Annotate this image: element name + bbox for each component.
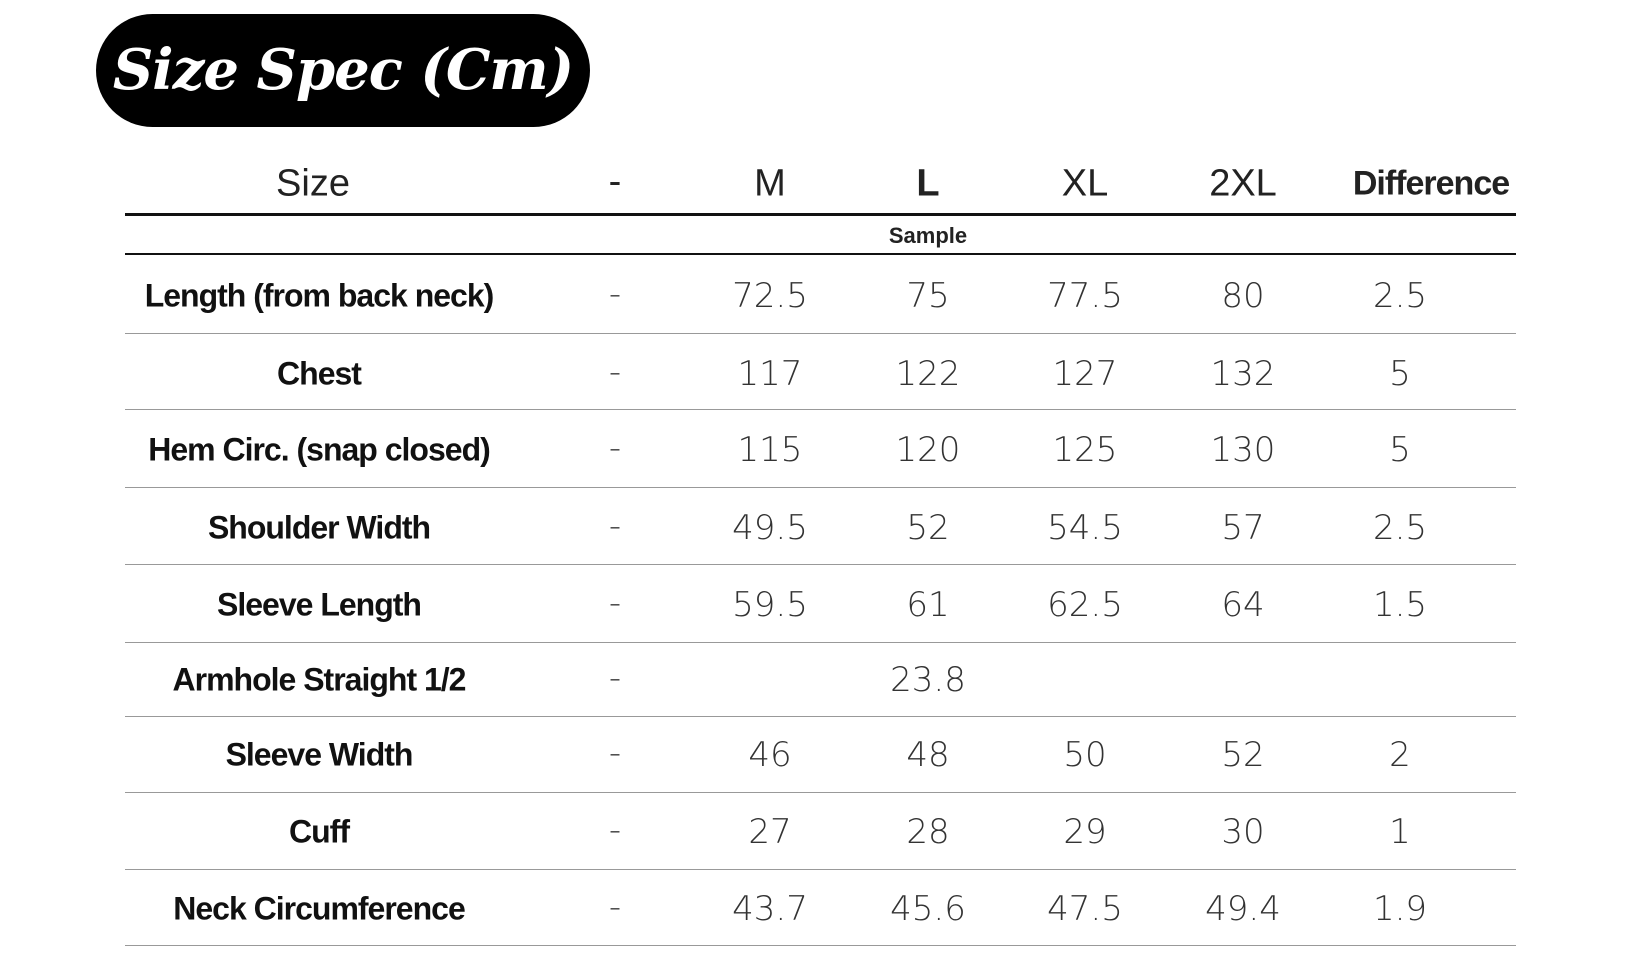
cell-value: 1 (1389, 812, 1411, 852)
header-sep: - (608, 160, 622, 203)
row-rule (125, 333, 1516, 334)
row-label: Sleeve Width (225, 736, 414, 773)
row-sep: - (608, 583, 622, 623)
cell-value: 75 (906, 276, 950, 316)
cell-value: 59.5 (732, 585, 808, 625)
row-sep: - (608, 506, 622, 546)
cell-value: 2 (1389, 735, 1411, 775)
cell-value: 72.5 (732, 276, 808, 316)
sample-rule (125, 253, 1516, 255)
cell-value: 125 (1052, 430, 1118, 470)
row-rule (125, 792, 1516, 793)
row-rule (125, 716, 1516, 717)
row-label: Cuff (289, 813, 350, 850)
cell-value: 47.5 (1047, 889, 1123, 929)
cell-value: 122 (895, 354, 961, 394)
cell-value: 120 (895, 430, 961, 470)
title-badge: Size Spec (Cm) (96, 14, 590, 127)
row-sep: - (608, 733, 622, 773)
cell-value: 117 (737, 354, 803, 394)
cell-value: 1.5 (1372, 585, 1428, 625)
cell-value: 48 (906, 735, 950, 775)
header-column: L (916, 162, 940, 205)
row-sep: - (608, 658, 622, 698)
row-rule (125, 642, 1516, 643)
row-label: Shoulder Width (207, 509, 431, 546)
cell-value: 127 (1052, 354, 1118, 394)
cell-value: 1.9 (1372, 889, 1428, 929)
cell-value: 54.5 (1047, 508, 1123, 548)
header-column: 2XL (1209, 162, 1277, 205)
row-label: Chest (277, 355, 362, 392)
cell-value: 30 (1221, 812, 1265, 852)
row-rule (125, 487, 1516, 488)
cell-value: 5 (1389, 354, 1411, 394)
row-rule (125, 869, 1516, 870)
header-column: M (754, 162, 786, 205)
cell-value: 62.5 (1047, 585, 1123, 625)
cell-value: 23.8 (890, 660, 966, 700)
cell-value: 43.7 (732, 889, 808, 929)
cell-value: 77.5 (1047, 276, 1123, 316)
row-sep: - (608, 352, 622, 392)
header-column: XL (1061, 162, 1109, 205)
cell-value: 64 (1221, 585, 1265, 625)
cell-value: 45.6 (890, 889, 966, 929)
cell-value: 52 (1221, 735, 1265, 775)
cell-value: 57 (1221, 508, 1265, 548)
cell-value: 29 (1063, 812, 1107, 852)
cell-value: 28 (906, 812, 950, 852)
row-rule (125, 409, 1516, 410)
cell-value: 27 (748, 812, 792, 852)
cell-value: 49.5 (732, 508, 808, 548)
row-label: Hem Circ. (snap closed) (148, 431, 491, 468)
row-sep: - (608, 887, 622, 927)
row-sep: - (608, 274, 622, 314)
cell-value: 115 (737, 430, 803, 470)
cell-value: 130 (1210, 430, 1276, 470)
cell-value: 49.4 (1205, 889, 1281, 929)
cell-value: 52 (906, 508, 950, 548)
row-rule (125, 564, 1516, 565)
cell-value: 2.5 (1372, 276, 1428, 316)
header-rule (125, 213, 1516, 216)
cell-value: 2.5 (1372, 508, 1428, 548)
cell-value: 61 (906, 585, 950, 625)
cell-value: 132 (1210, 354, 1276, 394)
row-label: Length (from back neck) (144, 277, 495, 314)
row-label: Armhole Straight 1/2 (172, 661, 467, 698)
cell-value: 5 (1389, 430, 1411, 470)
cell-value: 50 (1063, 735, 1107, 775)
row-sep: - (608, 428, 622, 468)
row-label: Sleeve Length (217, 586, 422, 623)
cell-value: 46 (748, 735, 792, 775)
cell-value: 80 (1221, 276, 1265, 316)
row-label: Neck Circumference (173, 890, 465, 927)
sample-label: Sample (888, 223, 968, 248)
row-sep: - (608, 810, 622, 850)
header-size: Size (276, 162, 350, 205)
row-rule (125, 945, 1516, 946)
header-column: Difference (1352, 164, 1510, 203)
